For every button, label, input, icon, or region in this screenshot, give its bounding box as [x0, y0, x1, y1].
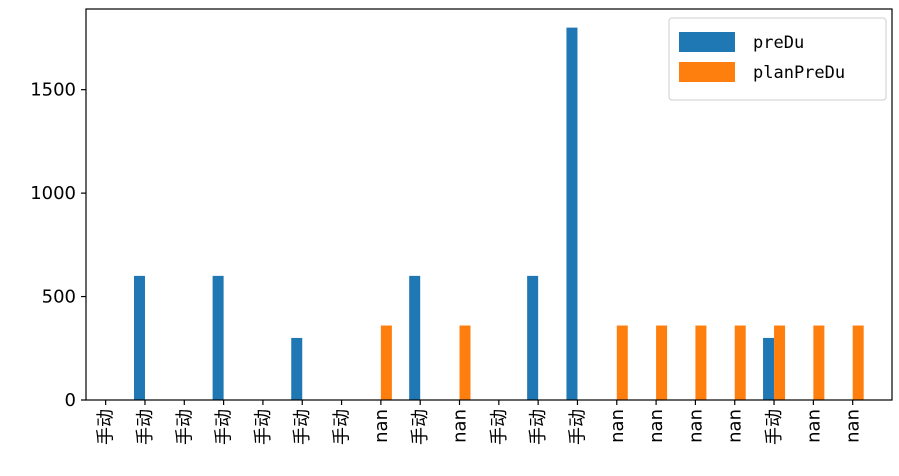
x-ticks-group: 手动 手动 手动 手动 手动 手动 手动 nan 手动 nan 手动 手动 手动 nan nan nan nan…	[96, 400, 864, 445]
x-tick-label-3: 手动	[214, 409, 235, 445]
y-tick-label-500: 500	[42, 287, 76, 308]
x-tick-label-17: 手动	[764, 409, 785, 445]
bar-preDu-5	[291, 337, 303, 400]
x-tick-label-1: 手动	[135, 409, 156, 445]
y-tick-label-0: 0	[65, 390, 76, 411]
x-tick-label-11: 手动	[528, 409, 549, 445]
legend: preDu planPreDu	[668, 17, 887, 101]
x-tick-label-12: 手动	[567, 409, 588, 445]
bar-planPreDu-13	[616, 325, 628, 400]
legend-swatch-planPreDu	[679, 62, 735, 82]
legend-swatch-preDu	[679, 32, 735, 52]
x-tick-label-2: 手动	[174, 409, 195, 445]
bar-preDu-12	[566, 27, 578, 400]
x-tick-label-4: 手动	[253, 409, 274, 445]
bar-planPreDu-14	[656, 325, 668, 400]
plot-frame	[85, 8, 893, 401]
x-tick-label-18: nan	[803, 409, 824, 443]
legend-label-preDu: preDu	[753, 33, 804, 53]
bar-planPreDu-7	[380, 325, 392, 400]
x-tick-label-5: 手动	[292, 409, 313, 445]
y-tick-label-1500: 1500	[30, 80, 76, 101]
bars-group	[133, 27, 864, 400]
bar-preDu-1	[133, 275, 145, 400]
x-tick-label-0: 手动	[96, 409, 117, 445]
axes-group	[85, 8, 893, 401]
legend-label-planPreDu: planPreDu	[753, 63, 845, 83]
bar-preDu-3	[212, 275, 224, 400]
x-tick-label-6: 手动	[332, 409, 353, 445]
bar-planPreDu-9	[459, 325, 471, 400]
bar-planPreDu-15	[695, 325, 707, 400]
x-tick-label-7: nan	[371, 409, 392, 443]
x-tick-label-8: 手动	[410, 409, 431, 445]
bar-planPreDu-17	[774, 325, 786, 400]
bar-planPreDu-16	[734, 325, 746, 400]
y-tick-label-1000: 1000	[30, 183, 76, 204]
x-tick-label-13: nan	[607, 409, 628, 443]
x-tick-label-16: nan	[725, 409, 746, 443]
x-tick-label-19: nan	[843, 409, 864, 443]
x-tick-label-9: nan	[450, 409, 471, 443]
bar-planPreDu-19	[852, 325, 864, 400]
x-tick-label-10: 手动	[489, 409, 510, 445]
bar-planPreDu-18	[813, 325, 825, 400]
bar-preDu-8	[409, 275, 421, 400]
x-tick-label-14: nan	[646, 409, 667, 443]
y-ticks-group: 0 500 1000 1500	[30, 80, 86, 411]
bar-preDu-17	[763, 337, 775, 400]
x-tick-label-15: nan	[685, 409, 706, 443]
bar-preDu-11	[527, 275, 539, 400]
legend-box	[668, 17, 887, 101]
